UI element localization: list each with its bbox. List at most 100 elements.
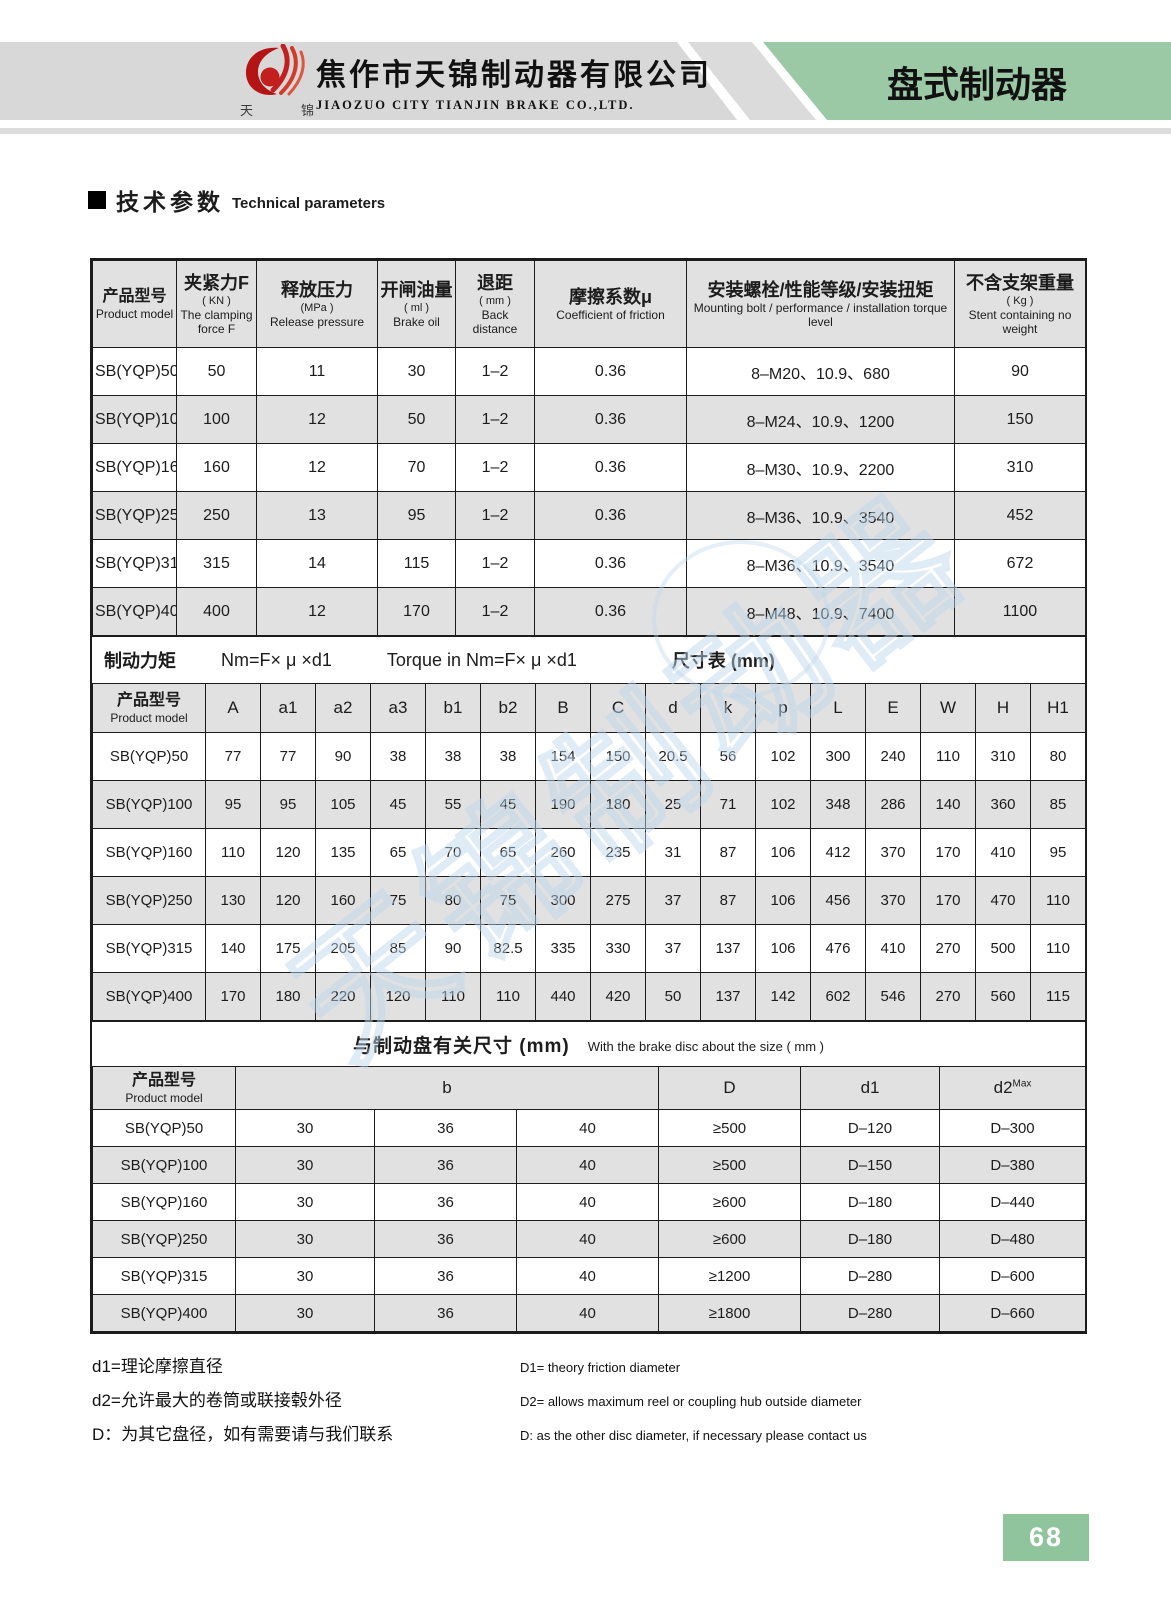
value-cell: 440 (535, 972, 591, 1021)
product-model-cell: SB(YQP)100 (92, 1146, 236, 1184)
value-cell: 95 (1030, 828, 1086, 877)
value-cell: 370 (865, 828, 921, 877)
value-cell: 90 (315, 732, 371, 781)
value-cell: 310 (954, 443, 1086, 492)
value-cell: 1100 (954, 587, 1086, 636)
product-model-cell: SB(YQP)250 (92, 876, 206, 925)
value-cell: 70 (425, 828, 481, 877)
value-cell: 335 (535, 924, 591, 973)
value-cell: 37 (645, 924, 701, 973)
value-cell: 275 (590, 876, 646, 925)
note-d2: d2=允许最大的卷筒或联接毂外径 D2= allows maximum reel… (92, 1391, 862, 1410)
table-row: SB(YQP)100 30 36 40 ≥500 D–150 D–380 (92, 1146, 1087, 1184)
table-row: SB(YQP)10010012501–20.368–M24、10.9、12001… (92, 395, 1086, 444)
value-cell: 160 (176, 443, 257, 492)
value-cell: 500 (975, 924, 1031, 973)
value-cell: 8–M20、10.9、680 (686, 347, 955, 396)
value-cell: D–280 (800, 1294, 941, 1332)
value-cell: 310 (975, 732, 1031, 781)
table-row: SB(YQP)400 30 36 40 ≥1800 D–280 D–660 (92, 1294, 1087, 1332)
value-cell: D–280 (800, 1257, 941, 1295)
value-cell: D–440 (939, 1183, 1087, 1221)
table-row: SB(YQP)160 30 36 40 ≥600 D–180 D–440 (92, 1183, 1087, 1221)
company-logo-icon (245, 44, 305, 96)
product-model-cell: SB(YQP)100 (92, 780, 206, 829)
header-green-band (763, 42, 1171, 120)
product-model-cell: SB(YQP)315 (92, 1257, 236, 1295)
value-cell: 137 (700, 972, 756, 1021)
value-cell: 25 (645, 780, 701, 829)
company-name-cn: 焦作市天锦制动器有限公司 (316, 59, 712, 92)
section-title: 技术参数 Technical parameters (88, 183, 385, 217)
header-product-model: 产品型号 Product model (92, 260, 177, 348)
value-cell: 110 (205, 828, 261, 877)
value-cell: 106 (755, 876, 811, 925)
value-cell: 672 (954, 539, 1086, 588)
header-b: b (234, 1066, 660, 1110)
value-cell: 170 (920, 876, 976, 925)
value-cell: 30 (377, 347, 456, 396)
value-cell: 140 (920, 780, 976, 829)
value-cell: 75 (370, 876, 426, 925)
dimension-header-cell: d (645, 683, 701, 733)
value-cell: 0.36 (534, 539, 687, 588)
logo-characters: 天 锦 (240, 100, 314, 119)
product-model-cell: SB(YQP)160 (92, 1183, 236, 1221)
value-cell: 36 (374, 1220, 517, 1258)
dimension-table-label: 尺寸表 (mm) (671, 651, 775, 671)
value-cell: 160 (315, 876, 371, 925)
black-square-bullet-icon (88, 191, 106, 209)
value-cell: 400 (176, 587, 257, 636)
value-cell: 135 (315, 828, 371, 877)
value-cell: 90 (954, 347, 1086, 396)
table-row: SB(YQP)50 77 77 90 38 38 38 154 150 20.5 56 102 300 2… (92, 732, 1086, 781)
brake-disc-title-en: With the brake disc about the size ( mm … (587, 1038, 824, 1054)
value-cell: 1–2 (455, 587, 535, 636)
product-model-cell: SB(YQP)50 (92, 347, 177, 396)
value-cell: 14 (256, 539, 378, 588)
value-cell: 102 (755, 732, 811, 781)
value-cell: 50 (176, 347, 257, 396)
product-model-cell: SB(YQP)100 (92, 395, 177, 444)
value-cell: 55 (425, 780, 481, 829)
value-cell: 100 (176, 395, 257, 444)
dimension-header-cell: H (975, 683, 1031, 733)
value-cell: 38 (370, 732, 426, 781)
header-friction-coefficient: 摩擦系数μ Coefficient of friction (534, 260, 687, 348)
value-cell: 1–2 (455, 395, 535, 444)
value-cell: 11 (256, 347, 378, 396)
value-cell: 106 (755, 924, 811, 973)
value-cell: 71 (700, 780, 756, 829)
product-model-cell: SB(YQP)50 (92, 1109, 236, 1147)
value-cell: ≥500 (658, 1109, 802, 1147)
value-cell: 30 (235, 1146, 375, 1184)
value-cell: 456 (810, 876, 866, 925)
value-cell: 30 (235, 1220, 375, 1258)
value-cell: ≥1800 (658, 1294, 802, 1332)
note-d1: d1=理论摩擦直径 D1= theory friction diameter (92, 1357, 681, 1376)
value-cell: 12 (256, 443, 378, 492)
product-model-cell: SB(YQP)315 (92, 924, 206, 973)
value-cell: 120 (260, 828, 316, 877)
value-cell: D–180 (800, 1183, 941, 1221)
table-row: SB(YQP)250 30 36 40 ≥600 D–180 D–480 (92, 1220, 1087, 1258)
torque-formula: Nm=F× μ ×d1 (221, 649, 332, 670)
table-row: SB(YQP)315 140 175 205 85 90 82.5 335 330 37 137 10… (92, 924, 1086, 973)
value-cell: 45 (480, 780, 536, 829)
value-cell: ≥1200 (658, 1257, 802, 1295)
page-number-badge: 68 (1003, 1514, 1089, 1561)
header-d2: d2Max (939, 1066, 1087, 1110)
dimension-header-cell: b2 (480, 683, 536, 733)
value-cell: D–180 (800, 1220, 941, 1258)
value-cell: 85 (1030, 780, 1086, 829)
value-cell: 30 (235, 1294, 375, 1332)
value-cell: 36 (374, 1257, 517, 1295)
value-cell: 140 (205, 924, 261, 973)
dimension-header-cell: C (590, 683, 646, 733)
value-cell: 56 (700, 732, 756, 781)
header-weight: 不含支架重量 ( Kg ) Stent containing no weight (954, 260, 1086, 348)
value-cell: 50 (645, 972, 701, 1021)
company-name-en: JIAOZUO CITY TIANJIN BRAKE CO.,LTD. (316, 98, 635, 112)
value-cell: 240 (865, 732, 921, 781)
